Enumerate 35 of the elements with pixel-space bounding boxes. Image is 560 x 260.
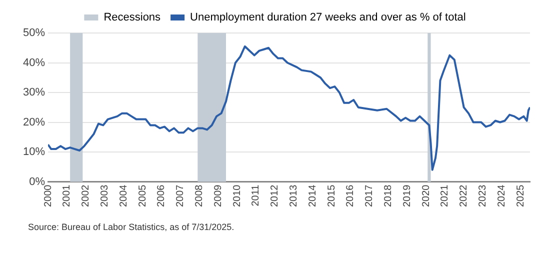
x-tick-label: 2013 bbox=[288, 184, 300, 208]
legend-label: Unemployment duration 27 weeks and over as % of total bbox=[190, 12, 466, 24]
x-tick-label: 2014 bbox=[307, 184, 318, 208]
x-tick-label: 2010 bbox=[232, 184, 243, 208]
x-tick-label: 2019 bbox=[402, 184, 413, 208]
x-tick-label: 2018 bbox=[382, 184, 394, 208]
y-tick-label: 0% bbox=[29, 176, 46, 188]
source-note: Source: Bureau of Labor Statistics, as of 7/31/2025. bbox=[28, 222, 234, 232]
x-tick-label: 2011 bbox=[250, 184, 262, 206]
x-tick-label: 2017 bbox=[364, 184, 376, 208]
x-tick-label: 2023 bbox=[477, 184, 488, 208]
y-tick-label: 50% bbox=[22, 27, 46, 40]
x-tick-label: 2002 bbox=[80, 184, 92, 208]
y-tick-label: 10% bbox=[22, 146, 46, 158]
legend-label: Recessions bbox=[104, 12, 162, 24]
x-tick-label: 2006 bbox=[156, 184, 168, 208]
x-tick-label: 2021 bbox=[440, 184, 451, 208]
x-tick-label: 2004 bbox=[118, 184, 130, 208]
x-tick-label: 2025 bbox=[515, 184, 526, 208]
x-tick-label: 2009 bbox=[212, 184, 224, 208]
x-tick-label: 2020 bbox=[420, 184, 432, 208]
x-tick-label: 2001 bbox=[62, 184, 73, 208]
x-tick-label: 2003 bbox=[99, 184, 110, 208]
y-tick-label: 20% bbox=[22, 116, 46, 128]
x-tick-label: 2007 bbox=[175, 184, 186, 208]
y-tick-label: 30% bbox=[22, 86, 46, 99]
x-tick-label: 2024 bbox=[496, 184, 508, 208]
x-tick-label: 2016 bbox=[345, 184, 356, 208]
x-tick-label: 2012 bbox=[270, 184, 281, 208]
x-tick-label: 2015 bbox=[326, 184, 338, 208]
x-tick-label: 2022 bbox=[458, 184, 470, 208]
x-tick-label: 2005 bbox=[137, 184, 148, 208]
x-tick-label: 2000 bbox=[42, 184, 54, 208]
x-tick-label: 2008 bbox=[194, 184, 205, 208]
y-tick-label: 40% bbox=[22, 56, 46, 69]
